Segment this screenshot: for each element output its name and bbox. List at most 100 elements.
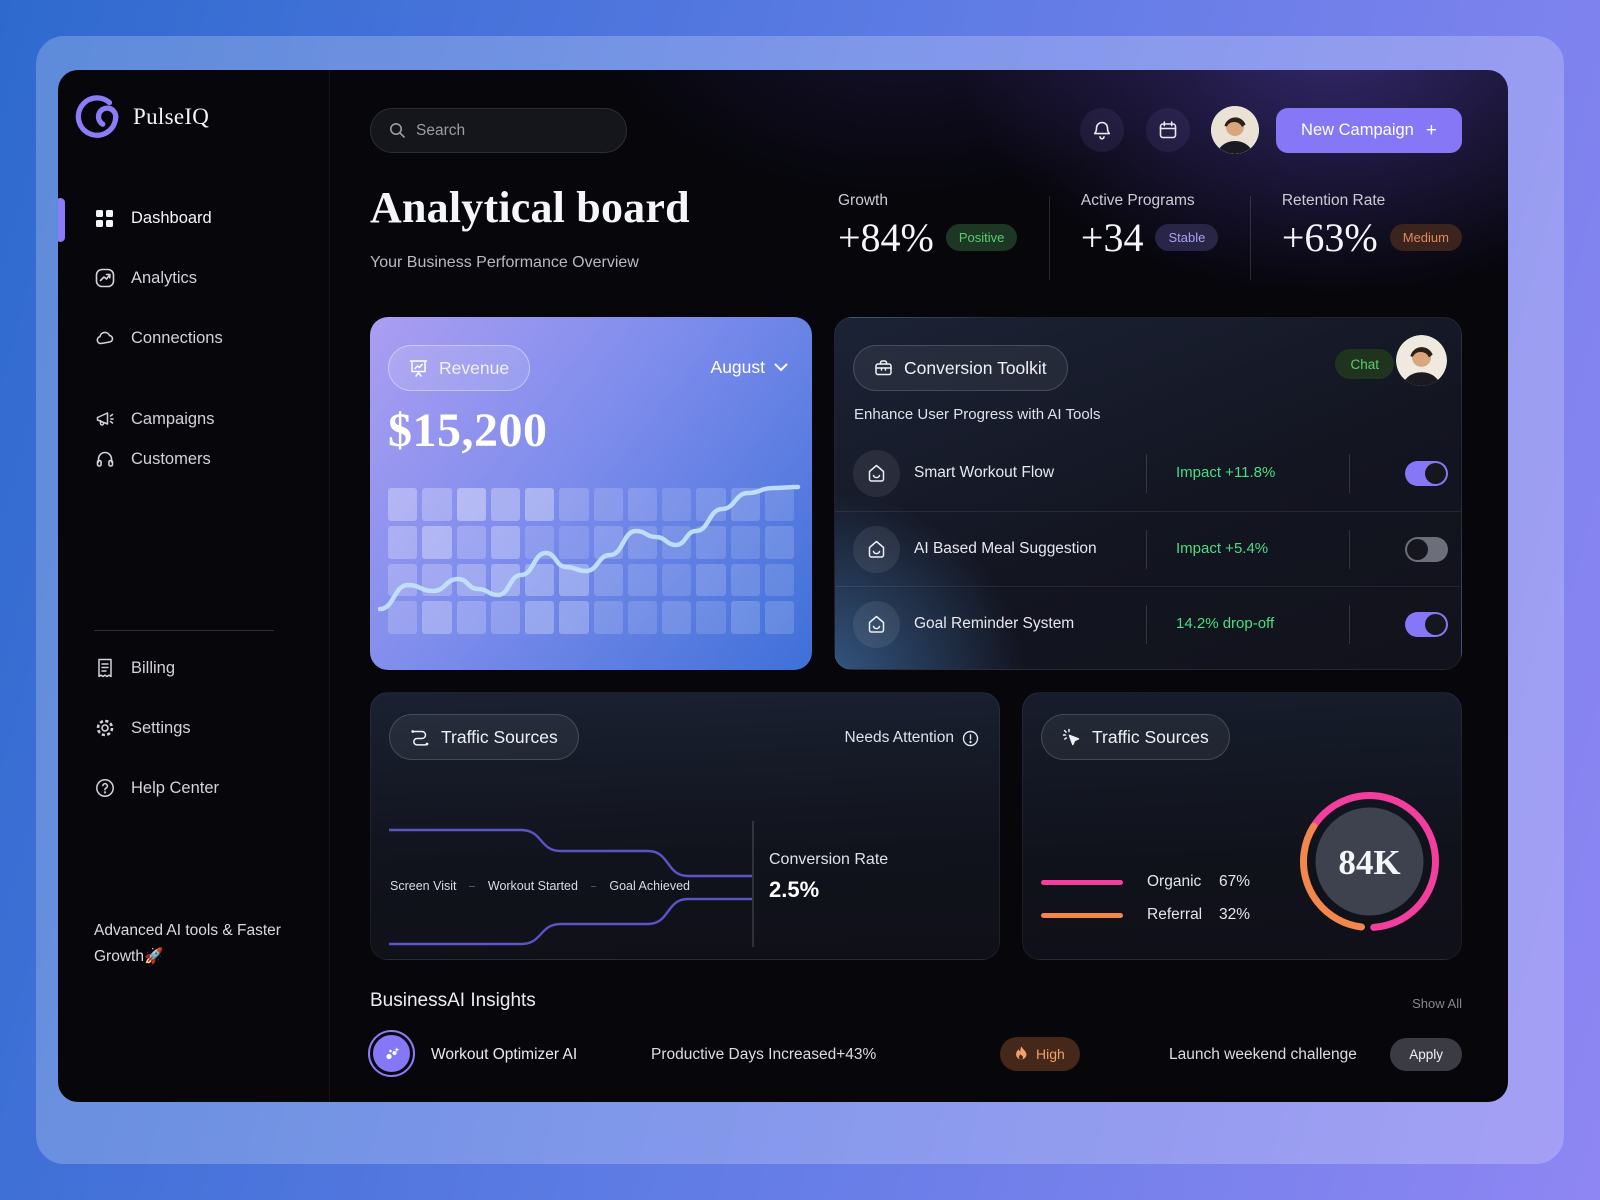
heatmap-cell — [388, 563, 418, 597]
sidebar-item-campaigns[interactable]: Campaigns — [94, 399, 214, 439]
ai-sparkle-icon — [368, 1030, 415, 1077]
sidebar-item-label: Help Center — [131, 778, 220, 797]
needs-attention: Needs Attention — [845, 729, 979, 747]
revenue-chip-label: Revenue — [439, 357, 510, 378]
toolkit-row-ai-meal-suggestion: AI Based Meal Suggestion Impact +5.4% — [835, 511, 1461, 586]
toolkit-subtitle: Enhance User Progress with AI Tools — [854, 406, 1101, 423]
heatmap-cell — [730, 488, 760, 521]
calendar-button[interactable] — [1146, 108, 1190, 152]
coach-avatar[interactable] — [1396, 335, 1447, 386]
legend-referral: Referral 32% — [1041, 906, 1250, 924]
heatmap-cell — [764, 601, 794, 634]
heatmap-cell — [593, 488, 623, 521]
toggle-goal-reminder[interactable] — [1405, 612, 1448, 637]
active-nav-indicator — [58, 198, 65, 242]
toggle-smart-workout-flow[interactable] — [1405, 461, 1448, 486]
sidebar-footer-text: Advanced AI tools & Faster Growth🚀 — [94, 922, 281, 965]
sidebar-item-label: Customers — [131, 449, 211, 468]
traffic-sources-chip: Traffic Sources — [389, 714, 579, 760]
sidebar-item-dashboard[interactable]: Dashboard — [94, 198, 212, 238]
sidebar-item-customers[interactable]: Customers — [94, 439, 211, 479]
heatmap-cell — [627, 563, 657, 597]
stat-label: Active Programs — [1080, 192, 1195, 209]
toggle-knob — [1425, 463, 1446, 484]
heatmap-cell — [422, 488, 452, 521]
sidebar-item-settings[interactable]: Settings — [94, 708, 191, 748]
heatmap-cell — [388, 601, 418, 634]
heatmap-cell — [388, 525, 418, 559]
column-divider — [1146, 454, 1147, 493]
impact-value: Impact +5.4% — [1176, 540, 1269, 557]
sidebar-item-label: Settings — [131, 718, 191, 737]
toggle-knob — [1425, 614, 1446, 635]
sidebar-item-analytics[interactable]: Analytics — [94, 258, 197, 298]
heatmap-cell — [662, 488, 692, 521]
sidebar-item-help-center[interactable]: Help Center — [94, 768, 219, 808]
plus-icon: + — [1425, 119, 1437, 141]
heatmap-cell — [525, 601, 555, 634]
heatmap-cell — [525, 563, 555, 597]
needs-attention-label: Needs Attention — [844, 729, 954, 746]
revenue-heatmap — [388, 488, 794, 634]
heatmap-cell — [388, 488, 418, 521]
user-avatar[interactable] — [1211, 106, 1259, 154]
insight-action-text: Launch weekend challenge — [1169, 1046, 1357, 1063]
impact-value: 14.2% drop-off — [1176, 615, 1275, 632]
headphones-icon — [94, 449, 115, 470]
notifications-button[interactable] — [1080, 108, 1124, 152]
traffic-sources-chip: Traffic Sources — [1041, 714, 1230, 760]
sidebar-item-label: Campaigns — [131, 409, 215, 428]
funnel-stage: Goal Achieved — [609, 879, 690, 893]
megaphone-icon — [94, 409, 115, 430]
chat-badge[interactable]: Chat — [1335, 349, 1394, 379]
traffic-donut-card: Traffic Sources Organic 67% Referral 32%… — [1022, 692, 1462, 960]
heatmap-cell — [456, 601, 486, 634]
heatmap-cell — [696, 563, 726, 597]
column-divider — [1349, 530, 1350, 569]
sidebar-item-billing[interactable]: Billing — [94, 648, 175, 688]
funnel-stage: Screen Visit — [390, 879, 457, 893]
heatmap-cell — [422, 563, 452, 597]
heatmap-cell — [627, 525, 657, 559]
donut-total: 84K — [1338, 843, 1400, 882]
insight-row: Workout Optimizer AI Productive Days Inc… — [368, 1026, 1462, 1082]
show-all-link[interactable]: Show All — [1412, 996, 1462, 1011]
sidebar-item-connections[interactable]: Connections — [94, 318, 223, 358]
heatmap-cell — [456, 525, 486, 559]
search-input[interactable]: Search — [370, 108, 627, 153]
analytics-icon — [94, 268, 115, 289]
priority-badge: High — [1000, 1037, 1080, 1071]
insight-name: Workout Optimizer AI — [431, 1046, 578, 1063]
home-smile-icon — [853, 450, 900, 497]
period-dropdown[interactable]: August — [711, 357, 788, 378]
funnel-stage-labels: Screen Visit Workout Started Goal Achiev… — [390, 879, 690, 893]
chevron-down-icon — [774, 363, 788, 372]
stat-growth: Growth +84% Positive — [838, 192, 1018, 284]
new-campaign-label: New Campaign — [1301, 121, 1414, 139]
heatmap-cell — [422, 525, 452, 559]
insights-title: BusinessAI Insights — [370, 990, 536, 1011]
home-smile-icon — [853, 601, 900, 648]
search-icon — [390, 123, 405, 138]
heatmap-cell — [559, 488, 589, 521]
stat-divider — [1249, 196, 1251, 280]
apply-button[interactable]: Apply — [1390, 1038, 1462, 1071]
stat-divider — [1048, 196, 1050, 280]
column-divider — [1349, 454, 1350, 493]
page-subtitle: Your Business Performance Overview — [370, 254, 639, 271]
gear-icon — [94, 718, 115, 739]
toolbox-icon — [875, 360, 892, 376]
legend-value: 32% — [1219, 906, 1251, 923]
toggle-ai-meal-suggestion[interactable] — [1405, 537, 1448, 562]
traffic-sources-chip-label: Traffic Sources — [441, 726, 558, 747]
kpi-stats: Growth +84% Positive Active Programs +34… — [838, 192, 1462, 284]
heatmap-cell — [696, 488, 726, 521]
stage-connector — [590, 885, 597, 887]
app-window: PulseIQ Dashboard Analytics — [58, 70, 1508, 1102]
revenue-chip: Revenue — [388, 345, 531, 391]
heatmap-cell — [662, 601, 692, 634]
cursor-click-icon — [1062, 728, 1080, 745]
heatmap-cell — [559, 563, 589, 597]
conversion-rate-value: 2.5% — [769, 877, 820, 902]
new-campaign-button[interactable]: New Campaign + — [1276, 108, 1462, 153]
